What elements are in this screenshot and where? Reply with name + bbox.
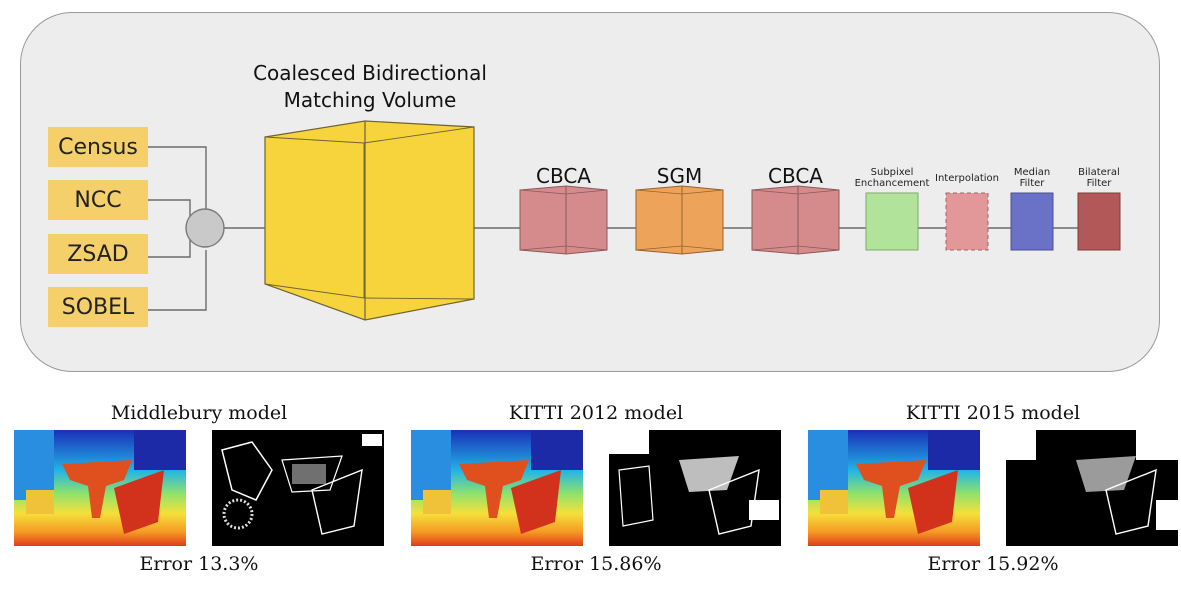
interpolation-box [945,192,989,251]
cbca-cube-2 [751,185,840,255]
interpolation-label: Interpolation [935,173,999,184]
census-box: Census [48,127,148,167]
median-filter-label: Median Filter [1013,167,1051,189]
kitti2012-error: Error 15.86% [530,553,662,575]
ncc-box: NCC [48,180,148,220]
kitti2015-title: KITTI 2015 model [905,402,1081,424]
middlebury-error-image [212,430,384,546]
middlebury-disparity-image [14,430,186,546]
kitti2012-disparity-image [411,430,583,546]
pipeline-diagram [148,120,1121,321]
feature-connectors [148,146,1078,311]
kitti2015-error: Error 15.92% [927,553,1059,575]
matching-volume [264,120,475,321]
volume-title: Coalesced Bidirectional Matching Volume [253,61,487,112]
kitti2012-error-image [609,430,781,546]
cbca-cube-1 [519,185,608,255]
zsad-box: ZSAD [48,234,148,274]
middlebury-error: Error 13.3% [139,553,259,575]
subpixel-box [865,192,919,251]
cbca-label-2: CBCA [768,164,823,188]
ncc-label: NCC [74,187,122,213]
sgm-label: SGM [656,164,703,188]
kitti2015-disparity-image [808,430,980,546]
merge-node [185,208,225,248]
middlebury-title: Middlebury model [110,402,288,424]
sobel-box: SOBEL [48,287,148,327]
subpixel-label: Subpixel Enchancement [854,167,930,189]
zsad-label: ZSAD [67,241,129,267]
sgm-cube [635,185,724,255]
census-label: Census [58,134,138,160]
sobel-label: SOBEL [61,294,135,320]
cbca-label-1: CBCA [536,164,591,188]
kitti2012-title: KITTI 2012 model [508,402,684,424]
kitti2015-error-image [1006,430,1178,546]
bilateral-filter-label: Bilateral Filter [1078,167,1120,189]
median-filter-box [1010,192,1054,251]
bilateral-filter-box [1077,192,1121,251]
